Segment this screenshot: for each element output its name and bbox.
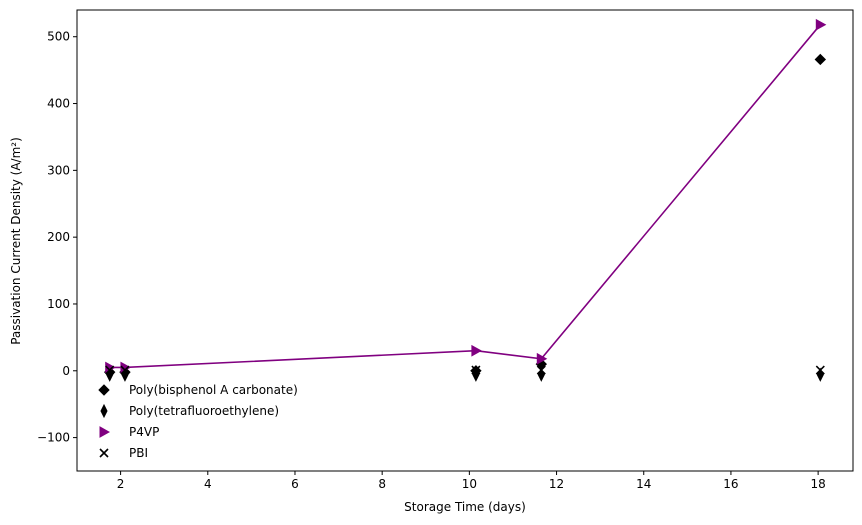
legend-entry: P4VP — [99, 425, 159, 439]
series-line — [109, 24, 821, 369]
legend-marker — [99, 426, 111, 438]
legend-label: Poly(bisphenol A carbonate) — [129, 383, 298, 397]
y-tick-label: 300 — [47, 163, 70, 177]
y-tick-label: 500 — [47, 30, 70, 44]
x-tick-label: 10 — [462, 477, 477, 491]
x-tick-label: 12 — [549, 477, 564, 491]
data-point — [814, 53, 827, 66]
x-tick-label: 4 — [204, 477, 212, 491]
legend-label: Poly(tetrafluoroethylene) — [129, 404, 279, 418]
legend-marker — [100, 403, 108, 419]
plot-frame — [76, 9, 854, 472]
data-point — [471, 365, 481, 375]
data-point — [815, 365, 825, 375]
y-tick-label: 100 — [47, 297, 70, 311]
legend-label: PBI — [129, 446, 148, 460]
data-point — [815, 18, 827, 31]
data-point — [536, 365, 546, 375]
x-axis-label: Storage Time (days) — [404, 500, 526, 514]
data-point — [536, 352, 548, 365]
x-tick-label: 6 — [291, 477, 299, 491]
y-tick-label: 200 — [47, 230, 70, 244]
y-tick-label: 400 — [47, 97, 70, 111]
legend: Poly(bisphenol A carbonate) Poly(tetraflu… — [98, 383, 298, 460]
x-tick-label: 8 — [378, 477, 386, 491]
y-tick-label: 0 — [62, 364, 70, 378]
series-2 — [105, 18, 827, 374]
legend-entry: Poly(bisphenol A carbonate) — [98, 383, 298, 397]
y-axis: −100 0 100 200 300 400 500 — [37, 30, 77, 445]
x-tick-label: 2 — [117, 477, 125, 491]
y-tick-label: −100 — [37, 431, 70, 445]
legend-marker — [99, 448, 109, 458]
x-tick-label: 14 — [636, 477, 651, 491]
series-3 — [105, 365, 825, 375]
series-1 — [106, 367, 824, 382]
x-axis: 2 4 6 8 10 12 14 16 18 — [117, 471, 826, 491]
legend-marker — [98, 384, 110, 396]
series-layer — [103, 18, 827, 382]
legend-entry: Poly(tetrafluoroethylene) — [100, 403, 279, 419]
legend-entry: PBI — [99, 446, 148, 460]
legend-label: P4VP — [129, 425, 159, 439]
x-tick-label: 18 — [810, 477, 825, 491]
series-0 — [103, 53, 827, 378]
y-axis-label: Passivation Current Density (A/m²) — [9, 137, 23, 345]
x-tick-label: 16 — [723, 477, 738, 491]
data-point — [471, 344, 482, 357]
data-point — [120, 365, 130, 375]
data-point — [105, 365, 115, 375]
